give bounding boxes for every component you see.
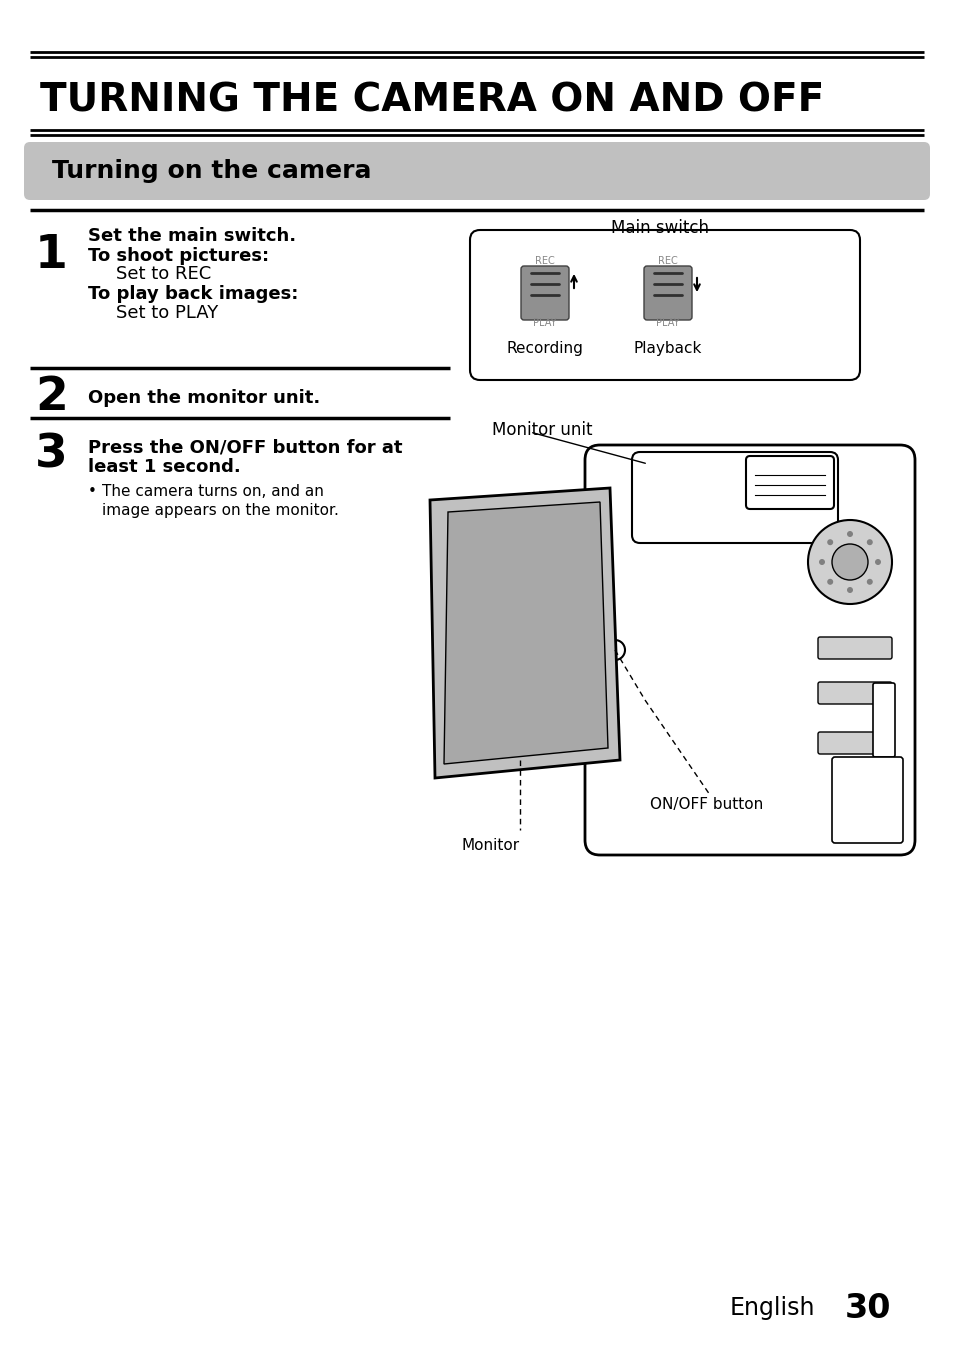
Circle shape: [874, 560, 880, 565]
FancyBboxPatch shape: [631, 452, 837, 543]
Text: English: English: [729, 1297, 815, 1319]
Text: The camera turns on, and an: The camera turns on, and an: [102, 484, 323, 499]
Text: Main switch: Main switch: [610, 219, 708, 237]
Text: REC: REC: [535, 256, 555, 266]
Text: Turning on the camera: Turning on the camera: [52, 159, 371, 183]
Text: 3: 3: [35, 433, 68, 477]
Text: image appears on the monitor.: image appears on the monitor.: [102, 503, 338, 518]
FancyBboxPatch shape: [817, 638, 891, 659]
Text: Open the monitor unit.: Open the monitor unit.: [88, 389, 320, 408]
Text: To play back images:: To play back images:: [88, 285, 298, 303]
Polygon shape: [443, 502, 607, 764]
Text: To shoot pictures:: To shoot pictures:: [88, 247, 269, 265]
FancyBboxPatch shape: [24, 143, 929, 200]
Circle shape: [826, 578, 832, 585]
Text: Recording: Recording: [506, 340, 583, 355]
Text: 30: 30: [844, 1291, 890, 1325]
Text: least 1 second.: least 1 second.: [88, 459, 240, 476]
Text: Playback: Playback: [633, 340, 701, 355]
FancyBboxPatch shape: [872, 683, 894, 757]
Circle shape: [818, 560, 824, 565]
Text: REC: REC: [658, 256, 678, 266]
Text: •: •: [88, 484, 97, 499]
Text: Set to PLAY: Set to PLAY: [116, 304, 218, 321]
Text: 1: 1: [35, 233, 68, 277]
Text: Set to REC: Set to REC: [116, 265, 211, 282]
FancyBboxPatch shape: [584, 445, 914, 855]
FancyBboxPatch shape: [470, 230, 859, 381]
Text: Monitor: Monitor: [461, 838, 519, 854]
Circle shape: [866, 539, 872, 545]
Circle shape: [831, 543, 867, 580]
Circle shape: [846, 531, 852, 537]
Text: PLAY: PLAY: [533, 317, 557, 328]
FancyBboxPatch shape: [520, 266, 568, 320]
Text: Monitor unit: Monitor unit: [492, 421, 592, 438]
Circle shape: [604, 640, 624, 660]
FancyBboxPatch shape: [817, 732, 891, 755]
FancyBboxPatch shape: [817, 682, 891, 703]
Circle shape: [846, 586, 852, 593]
FancyBboxPatch shape: [745, 456, 833, 508]
Polygon shape: [430, 488, 619, 777]
FancyBboxPatch shape: [643, 266, 691, 320]
FancyBboxPatch shape: [831, 757, 902, 843]
Circle shape: [866, 578, 872, 585]
Circle shape: [807, 521, 891, 604]
Text: PLAY: PLAY: [656, 317, 679, 328]
Text: 2: 2: [35, 375, 68, 421]
Text: TURNING THE CAMERA ON AND OFF: TURNING THE CAMERA ON AND OFF: [40, 81, 823, 118]
Text: Set the main switch.: Set the main switch.: [88, 227, 295, 245]
Text: ON/OFF button: ON/OFF button: [649, 798, 762, 812]
Circle shape: [826, 539, 832, 545]
Text: Press the ON/OFF button for at: Press the ON/OFF button for at: [88, 438, 402, 456]
